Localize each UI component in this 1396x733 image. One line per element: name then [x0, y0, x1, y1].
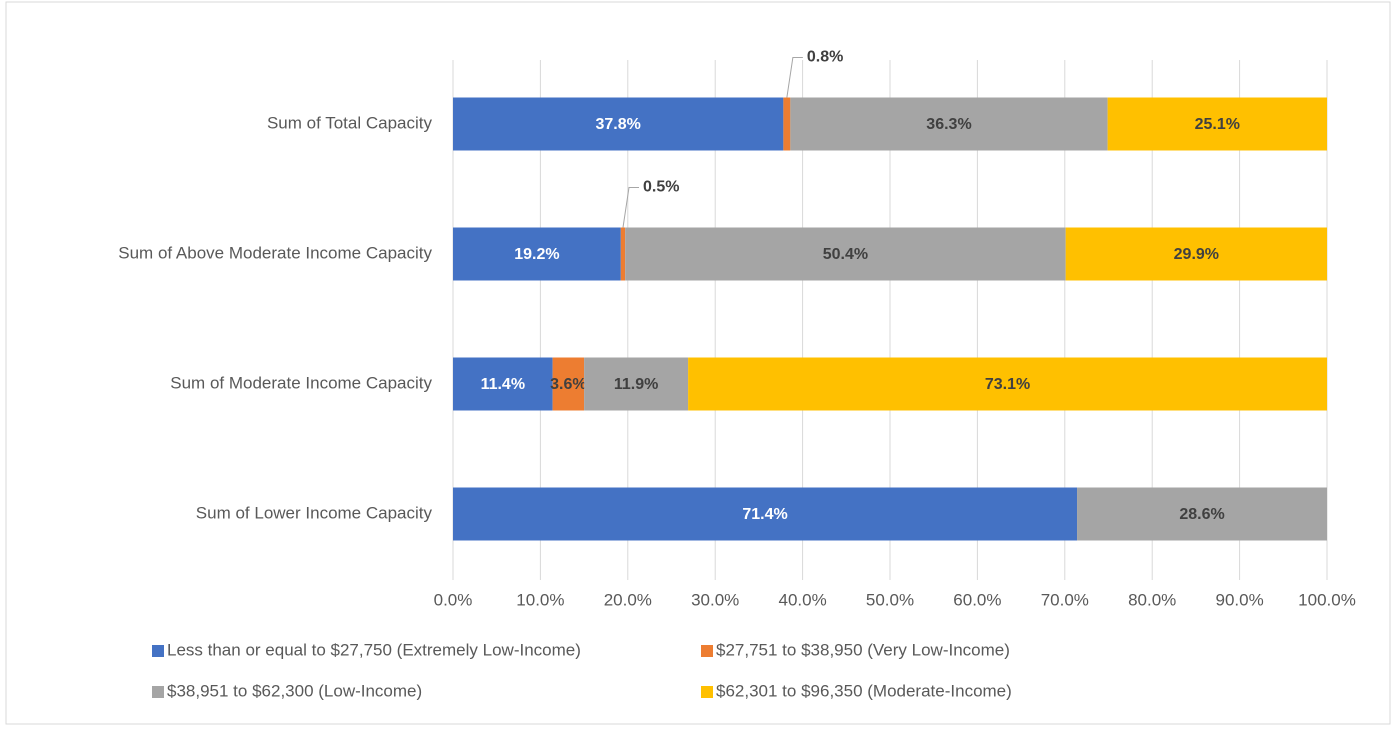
- bar-segment: [1107, 97, 1327, 151]
- legend-swatch: [152, 645, 164, 657]
- legend-swatch: [152, 686, 164, 698]
- category-label: Sum of Moderate Income Capacity: [170, 373, 432, 392]
- x-tick-label: 10.0%: [516, 590, 564, 609]
- x-tick-label: 70.0%: [1041, 590, 1089, 609]
- category-label: Sum of Lower Income Capacity: [196, 503, 433, 522]
- data-label: 11.9%: [614, 376, 658, 393]
- bar-segment: [1077, 487, 1327, 541]
- data-label: 50.4%: [823, 246, 868, 263]
- bar-segment: [584, 357, 689, 411]
- bar-segment: [688, 357, 1327, 411]
- data-label: 25.1%: [1195, 116, 1240, 133]
- x-tick-label: 90.0%: [1215, 590, 1263, 609]
- leader-line: [786, 57, 803, 98]
- bar-segment: [783, 97, 791, 151]
- data-label: 0.5%: [643, 179, 679, 196]
- bar-segment: [1065, 227, 1327, 281]
- leader-line: [622, 187, 639, 228]
- x-tick-label: 20.0%: [604, 590, 652, 609]
- legend-swatch: [701, 686, 713, 698]
- bar-segment: [453, 487, 1078, 541]
- bar-segment: [790, 97, 1108, 151]
- bar-segment: [620, 227, 626, 281]
- category-label: Sum of Above Moderate Income Capacity: [118, 243, 432, 262]
- data-label: 19.2%: [514, 246, 559, 263]
- data-label: 36.3%: [926, 116, 971, 133]
- legend-label: $38,951 to $62,300 (Low-Income): [167, 681, 422, 700]
- bar-segment: [453, 357, 553, 411]
- legend-swatch: [701, 645, 713, 657]
- data-label: 37.8%: [595, 116, 640, 133]
- bar-segment: [552, 357, 585, 411]
- x-tick-label: 100.0%: [1298, 590, 1356, 609]
- x-tick-label: 0.0%: [434, 590, 473, 609]
- data-label: 11.4%: [481, 376, 525, 393]
- data-label: 3.6%: [550, 376, 586, 393]
- bar-segment: [625, 227, 1066, 281]
- legend-label: Less than or equal to $27,750 (Extremely…: [167, 640, 581, 659]
- data-label: 73.1%: [985, 376, 1030, 393]
- x-tick-label: 60.0%: [953, 590, 1001, 609]
- x-tick-label: 40.0%: [778, 590, 826, 609]
- x-tick-label: 50.0%: [866, 590, 914, 609]
- data-label: 0.8%: [807, 49, 843, 66]
- data-label: 28.6%: [1179, 506, 1224, 523]
- bar-segment: [453, 97, 784, 151]
- data-label: 29.9%: [1174, 246, 1219, 263]
- legend-label: $62,301 to $96,350 (Moderate-Income): [716, 681, 1012, 700]
- x-tick-label: 30.0%: [691, 590, 739, 609]
- category-label: Sum of Total Capacity: [267, 113, 433, 132]
- data-label: 71.4%: [742, 506, 787, 523]
- bar-segment: [453, 227, 621, 281]
- legend-label: $27,751 to $38,950 (Very Low-Income): [716, 640, 1010, 659]
- x-tick-label: 80.0%: [1128, 590, 1176, 609]
